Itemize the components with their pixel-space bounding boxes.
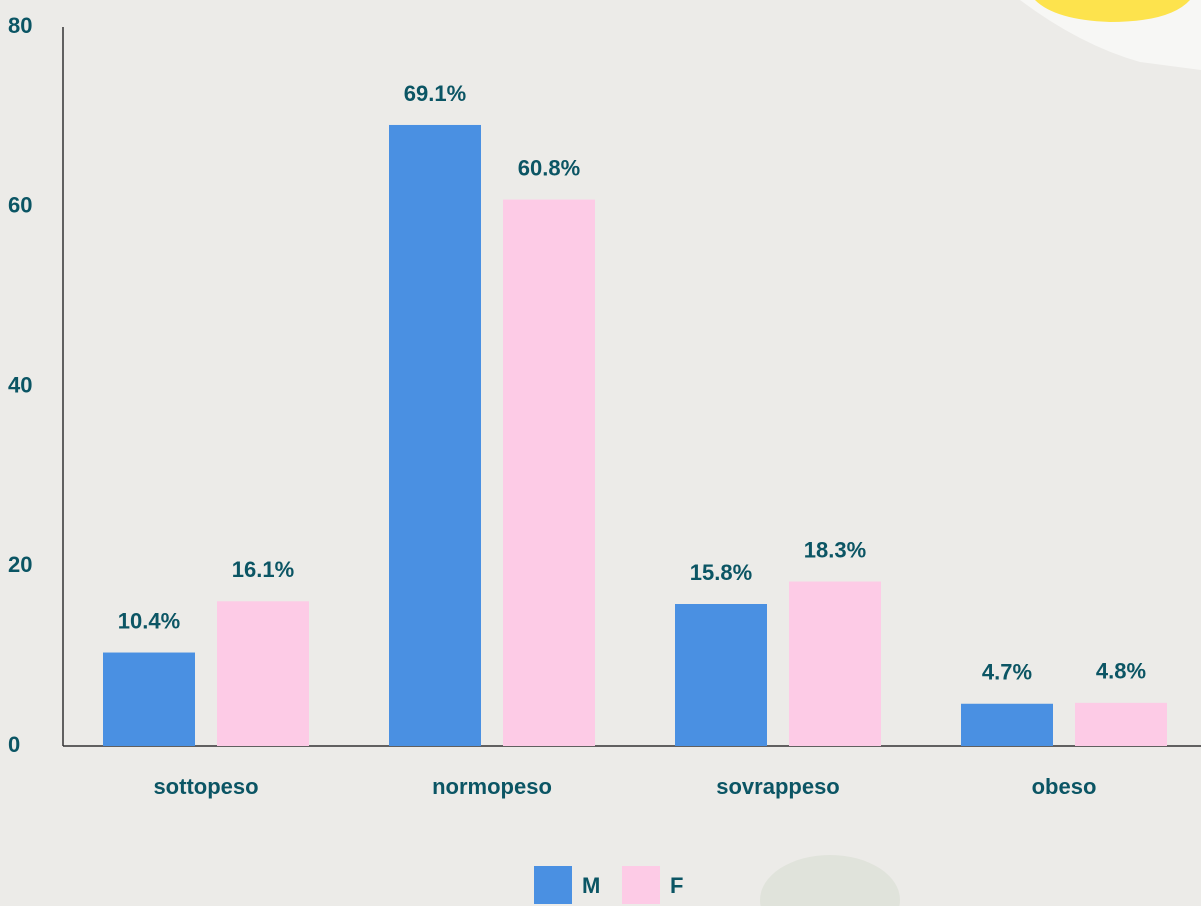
y-tick-label: 0 bbox=[8, 732, 20, 757]
bar bbox=[217, 601, 309, 746]
value-label: 18.3% bbox=[804, 537, 866, 562]
bar bbox=[675, 603, 767, 746]
bar bbox=[103, 652, 195, 746]
y-tick-label: 20 bbox=[8, 552, 32, 577]
decoration-sun bbox=[1035, 0, 1190, 22]
x-tick-label: sovrappeso bbox=[716, 774, 840, 799]
value-label: 15.8% bbox=[690, 560, 752, 585]
value-label: 69.1% bbox=[404, 81, 466, 106]
y-tick-label: 80 bbox=[8, 13, 32, 38]
legend-swatch bbox=[534, 866, 572, 904]
bar bbox=[503, 199, 595, 746]
decoration-leaf bbox=[760, 855, 900, 906]
x-tick-label: sottopeso bbox=[153, 774, 258, 799]
bar bbox=[389, 124, 481, 747]
value-label: 10.4% bbox=[118, 608, 180, 633]
bar bbox=[789, 581, 881, 746]
legend-swatch bbox=[622, 866, 660, 904]
x-tick-label: normopeso bbox=[432, 774, 552, 799]
value-label: 60.8% bbox=[518, 155, 580, 180]
legend-label: M bbox=[582, 873, 600, 898]
x-tick-label: obeso bbox=[1032, 774, 1097, 799]
value-label: 16.1% bbox=[232, 557, 294, 582]
legend-label: F bbox=[670, 873, 683, 898]
bar bbox=[1075, 702, 1167, 746]
y-tick-label: 40 bbox=[8, 372, 32, 397]
y-tick-label: 60 bbox=[8, 193, 32, 218]
value-label: 4.8% bbox=[1096, 659, 1146, 684]
value-label: 4.7% bbox=[982, 660, 1032, 685]
bar bbox=[961, 703, 1053, 746]
